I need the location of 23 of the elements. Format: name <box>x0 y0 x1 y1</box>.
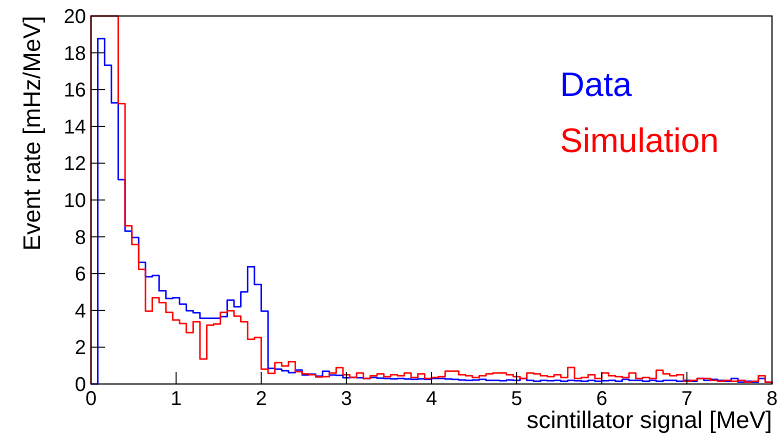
x-axis-title: scintillator signal [MeV] <box>526 407 772 434</box>
text: Data <box>560 66 632 104</box>
x-tick-label: 1 <box>170 388 182 410</box>
y-tick-label: 0 <box>74 374 86 396</box>
x-tick-label: 7 <box>681 388 692 410</box>
y-tick-label: 6 <box>74 264 86 286</box>
x-tick-label: 3 <box>340 388 352 410</box>
y-tick-label: 16 <box>64 80 86 102</box>
x-tick-label: 8 <box>766 388 778 410</box>
y-axis-title: Event rate [mHz/MeV] <box>19 16 46 251</box>
y-tick-label: 14 <box>64 116 86 138</box>
y-tick-label: 20 <box>64 6 86 28</box>
y-tick-label: 4 <box>74 300 86 322</box>
x-tick-label: 4 <box>426 388 438 410</box>
y-tick-label: 12 <box>64 153 86 176</box>
x-tick-label: 5 <box>511 388 522 410</box>
y-tick-label: 10 <box>64 190 86 212</box>
x-tick-label: 2 <box>256 388 267 410</box>
y-tick-label: 2 <box>74 337 86 360</box>
text: Simulation <box>560 122 719 160</box>
x-tick-label: 6 <box>596 388 608 410</box>
y-tick-label: 18 <box>64 42 86 65</box>
y-tick-label: 8 <box>74 226 86 249</box>
